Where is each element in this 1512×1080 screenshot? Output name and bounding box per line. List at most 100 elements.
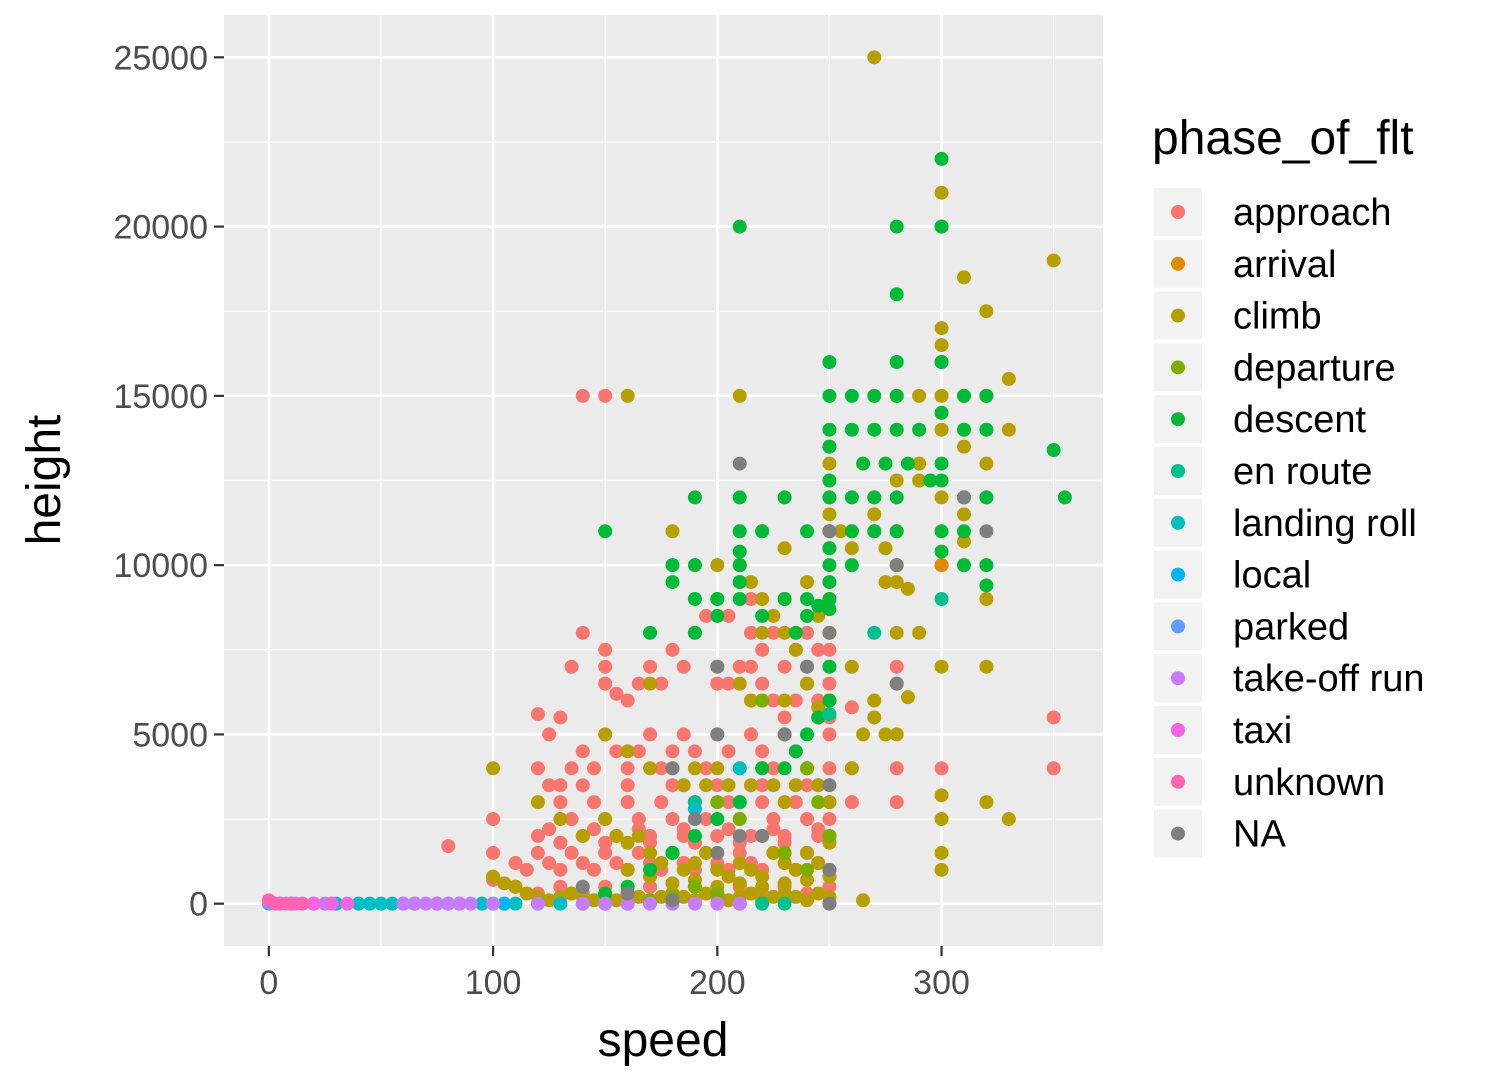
data-point [956,507,971,522]
data-point [934,185,949,200]
data-point [699,761,714,776]
data-point [800,872,815,887]
data-point [1001,422,1016,437]
data-point [261,893,276,908]
data-point [800,575,815,590]
legend-key-dot [1171,515,1185,530]
data-point [564,812,579,827]
data-point [564,659,579,674]
data-point [755,869,770,884]
data-point [934,219,949,234]
data-point [777,710,792,725]
data-point [598,886,613,901]
data-point [474,896,489,911]
data-point [710,659,725,674]
data-points [261,50,1072,911]
data-point [710,886,725,901]
data-point [463,896,478,911]
data-point [530,761,545,776]
data-point [508,879,523,894]
data-point [665,761,680,776]
data-point [710,558,725,573]
data-point [598,388,613,403]
series-unknown [261,893,310,911]
data-point [878,575,893,590]
data-point [867,422,882,437]
data-point [755,778,770,793]
data-point [822,828,837,843]
data-point [530,896,545,911]
legend-title: phase_of_flt [1152,112,1414,165]
data-point [889,795,904,810]
data-point [822,439,837,454]
data-point [654,856,669,871]
data-point [598,845,613,860]
data-point [687,625,702,640]
data-point [598,659,613,674]
data-point [676,778,691,793]
data-point [721,676,736,691]
data-point [542,727,557,742]
data-point [755,879,770,894]
data-point [822,558,837,573]
data-point [710,795,725,810]
series-arrival [934,558,949,573]
legend-label: departure [1233,347,1396,389]
data-point [934,473,949,488]
data-point [889,388,904,403]
data-point [553,896,568,911]
data-point [721,795,736,810]
data-point [687,744,702,759]
data-point [620,896,635,911]
data-point [430,896,445,911]
data-point [699,886,714,901]
data-point [822,761,837,776]
data-point [598,676,613,691]
y-tick-label: 25000 [113,39,208,77]
data-point [900,456,915,471]
data-point [631,845,646,860]
legend-key-dot [1171,619,1185,634]
data-point [620,886,635,901]
data-point [755,524,770,539]
data-point [324,896,339,911]
data-point [732,456,747,471]
data-point [676,862,691,877]
y-tick-label: 10000 [113,547,208,585]
data-point [777,541,792,556]
data-point [777,845,792,860]
data-point [687,856,702,871]
data-point [497,896,512,911]
data-point [822,422,837,437]
data-point [755,744,770,759]
data-point [766,761,781,776]
data-point [956,439,971,454]
legend-key-dot [1171,308,1185,323]
data-point [295,896,310,911]
data-point [598,812,613,827]
legend-key-dot [1171,205,1185,219]
data-point [878,456,893,471]
data-point [743,575,758,590]
data-point [542,893,557,908]
data-point [788,642,803,657]
data-point [777,856,792,871]
data-point [732,761,747,776]
data-point [519,862,534,877]
data-point [822,602,837,617]
data-point [766,608,781,623]
data-point [889,676,904,691]
data-point [519,886,534,901]
data-point [800,893,815,908]
data-point [934,659,949,674]
data-point [586,862,601,877]
data-point [586,893,601,908]
data-point [934,812,949,827]
data-point [979,456,994,471]
data-point [486,845,501,860]
legend-label: NA [1233,814,1286,856]
legend-label: descent [1233,399,1367,441]
data-point [710,591,725,606]
data-point [643,879,658,894]
data-point [362,896,377,911]
